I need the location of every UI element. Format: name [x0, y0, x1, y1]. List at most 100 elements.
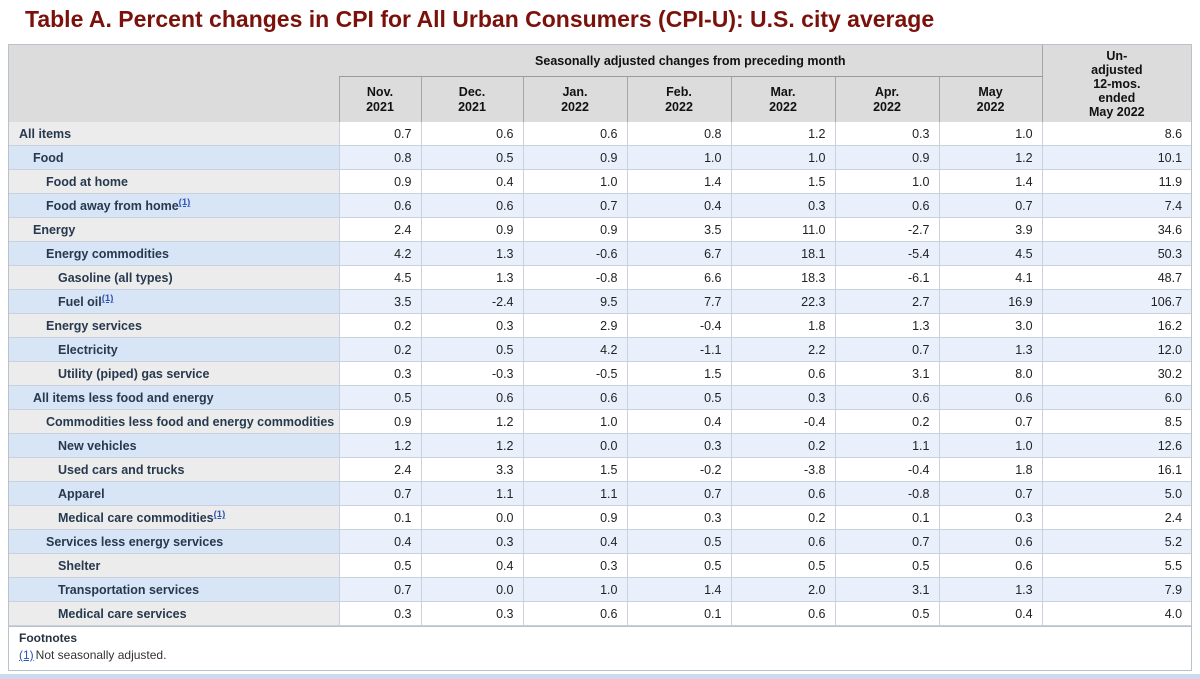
- data-cell: 0.5: [835, 553, 940, 578]
- data-cell: 0.6: [523, 385, 628, 410]
- row-label-text: Energy: [33, 222, 76, 237]
- data-cell: -0.2: [627, 457, 732, 482]
- data-cell: 0.4: [939, 601, 1043, 626]
- row-label: Shelter: [9, 553, 340, 578]
- data-cell: 3.0: [939, 313, 1043, 338]
- table-row: Utility (piped) gas service 0.3 -0.3 -0.5 1.…: [9, 361, 1192, 386]
- data-cell: 0.7: [835, 529, 940, 554]
- table-row: Food 0.8 0.5 0.9 1.0 1.0 0.9 1.2 10.1: [9, 145, 1192, 170]
- data-cell: 0.6: [835, 193, 940, 218]
- data-cell: 1.2: [421, 433, 524, 458]
- data-cell: 0.5: [835, 601, 940, 626]
- data-cell: 5.2: [1042, 529, 1192, 554]
- row-label: Energy services: [9, 313, 340, 338]
- data-cell: 1.4: [627, 577, 732, 602]
- row-label-text: Fuel oil: [58, 295, 102, 310]
- data-cell: 0.5: [421, 337, 524, 362]
- row-label: Commodities less food and energy commodi…: [9, 409, 340, 434]
- data-cell: 0.5: [731, 553, 836, 578]
- data-cell: 30.2: [1042, 361, 1192, 386]
- data-cell: 0.0: [421, 505, 524, 530]
- row-label: Utility (piped) gas service: [9, 361, 340, 386]
- data-cell: 0.1: [835, 505, 940, 530]
- seasonally-adjusted-group-header: Seasonally adjusted changes from precedi…: [339, 45, 1043, 77]
- data-cell: 1.3: [835, 313, 940, 338]
- table-row: Commodities less food and energy commodi…: [9, 409, 1192, 434]
- data-cell: 0.1: [339, 505, 422, 530]
- row-label: New vehicles: [9, 433, 340, 458]
- data-cell: 0.2: [339, 337, 422, 362]
- data-cell: 0.9: [835, 145, 940, 170]
- table-row: Food at home 0.9 0.4 1.0 1.4 1.5 1.0 1.4 11.9: [9, 169, 1192, 194]
- data-cell: 0.6: [523, 601, 628, 626]
- row-label-text: Medical care commodities: [58, 511, 214, 526]
- data-cell: 1.3: [939, 577, 1043, 602]
- data-cell: -2.7: [835, 217, 940, 242]
- data-cell: -0.3: [421, 361, 524, 386]
- data-cell: 7.9: [1042, 577, 1192, 602]
- data-cell: 0.7: [939, 481, 1043, 506]
- footnote-link[interactable]: (1): [178, 197, 191, 209]
- data-cell: 0.6: [731, 481, 836, 506]
- data-cell: 1.3: [939, 337, 1043, 362]
- table-row: Energy 2.4 0.9 0.9 3.5 11.0 -2.7 3.9 34.6: [9, 217, 1192, 242]
- data-cell: 0.9: [523, 145, 628, 170]
- data-cell: 0.1: [627, 601, 732, 626]
- footnote-link[interactable]: (1): [213, 509, 226, 521]
- column-header-mar-2022: Mar. 2022: [730, 76, 835, 122]
- footnote-1-link[interactable]: (1): [19, 648, 34, 662]
- data-cell: 4.2: [523, 337, 628, 362]
- data-cell: 11.0: [731, 217, 836, 242]
- table-row: Used cars and trucks 2.4 3.3 1.5 -0.2 -3.8 -0.…: [9, 457, 1192, 482]
- data-cell: -1.1: [627, 337, 732, 362]
- row-label: Gasoline (all types): [9, 265, 340, 290]
- data-cell: 0.2: [731, 433, 836, 458]
- data-cell: 0.6: [835, 385, 940, 410]
- data-cell: -0.5: [523, 361, 628, 386]
- data-cell: 3.1: [835, 361, 940, 386]
- row-label-text: Food away from home: [46, 199, 179, 214]
- data-cell: 1.8: [731, 313, 836, 338]
- data-cell: 11.9: [1042, 169, 1192, 194]
- row-label: Food away from home(1): [9, 193, 340, 218]
- column-header-feb-2022: Feb. 2022: [626, 76, 731, 122]
- row-label-text: Shelter: [58, 558, 101, 573]
- data-cell: 0.3: [421, 601, 524, 626]
- data-cell: 3.5: [339, 289, 422, 314]
- table-row: Energy services 0.2 0.3 2.9 -0.4 1.8 1.3 3.0 16.…: [9, 313, 1192, 338]
- row-label: Used cars and trucks: [9, 457, 340, 482]
- data-cell: 1.1: [421, 481, 524, 506]
- data-cell: -3.8: [731, 457, 836, 482]
- row-label: Apparel: [9, 481, 340, 506]
- data-cell: 0.0: [523, 433, 628, 458]
- data-cell: 0.5: [627, 553, 732, 578]
- footnote-link[interactable]: (1): [101, 293, 114, 305]
- data-cell: 5.0: [1042, 481, 1192, 506]
- data-cell: 8.6: [1042, 122, 1192, 146]
- data-cell: 0.2: [731, 505, 836, 530]
- data-cell: 0.3: [939, 505, 1043, 530]
- data-cell: 1.0: [731, 145, 836, 170]
- data-cell: -2.4: [421, 289, 524, 314]
- data-cell: 3.3: [421, 457, 524, 482]
- row-label: Energy commodities: [9, 241, 340, 266]
- data-cell: 4.0: [1042, 601, 1192, 626]
- data-cell: 0.9: [421, 217, 524, 242]
- data-cell: -0.8: [523, 265, 628, 290]
- data-cell: 0.3: [421, 313, 524, 338]
- table-row: All items 0.7 0.6 0.6 0.8 1.2 0.3 1.0 8.6: [9, 122, 1192, 146]
- page-title: Table A. Percent changes in CPI for All …: [25, 6, 935, 32]
- data-cell: 1.0: [523, 169, 628, 194]
- data-cell: 1.4: [939, 169, 1043, 194]
- data-cell: -0.4: [627, 313, 732, 338]
- row-label: Medical care services: [9, 601, 340, 626]
- table-row: Energy commodities 4.2 1.3 -0.6 6.7 18.1 -5.4 4…: [9, 241, 1192, 266]
- data-cell: 0.4: [627, 409, 732, 434]
- unadjusted-column-header: Un-adjusted 12-mos. ended May 2022: [1041, 45, 1192, 122]
- row-label-text: New vehicles: [58, 438, 137, 453]
- data-cell: 0.6: [731, 529, 836, 554]
- data-cell: 0.7: [835, 337, 940, 362]
- cpi-table: Seasonally adjusted changes from precedi…: [9, 45, 1192, 626]
- row-label-text: Apparel: [58, 486, 105, 501]
- row-label-text: Utility (piped) gas service: [58, 366, 210, 381]
